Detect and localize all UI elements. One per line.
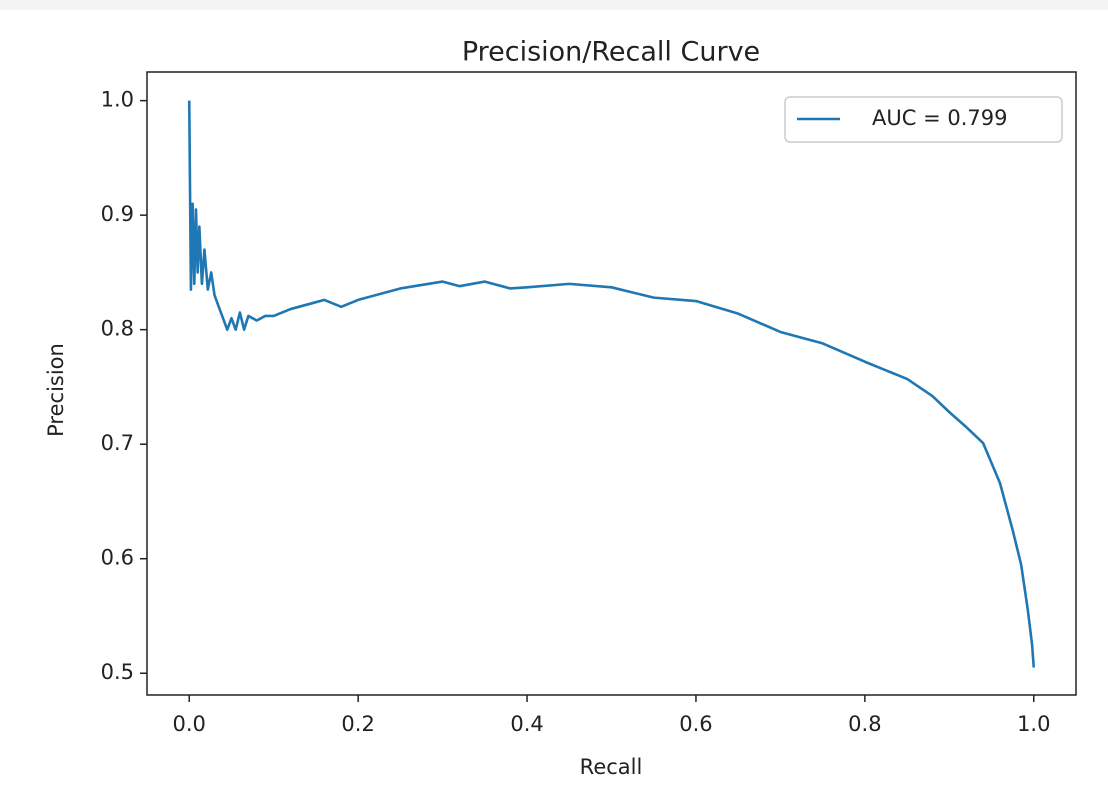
- x-tick-label: 1.0: [1017, 712, 1050, 736]
- y-tick-label: 0.5: [101, 660, 134, 684]
- legend-label: AUC = 0.799: [872, 106, 1007, 130]
- y-tick-label: 0.8: [101, 317, 134, 341]
- x-tick-label: 0.4: [510, 712, 543, 736]
- y-tick-label: 0.7: [101, 431, 134, 455]
- chart-title: Precision/Recall Curve: [462, 37, 760, 68]
- y-tick-label: 0.6: [101, 546, 134, 570]
- x-tick-label: 0.0: [173, 712, 206, 736]
- legend-box: [784, 96, 1063, 143]
- y-tick-label: 0.9: [101, 202, 134, 226]
- y-axis-label: Precision: [44, 343, 68, 437]
- line: [187, 100, 1036, 668]
- x-tick-label: 0.6: [679, 712, 712, 736]
- y-tick-label: 1.0: [101, 88, 134, 112]
- x-tick-label: 0.2: [341, 712, 374, 736]
- x-axis-label: Recall: [580, 755, 643, 779]
- top-strip: [0, 0, 1108, 10]
- x-tick-label: 0.8: [848, 712, 881, 736]
- plot-frame: [146, 71, 1077, 696]
